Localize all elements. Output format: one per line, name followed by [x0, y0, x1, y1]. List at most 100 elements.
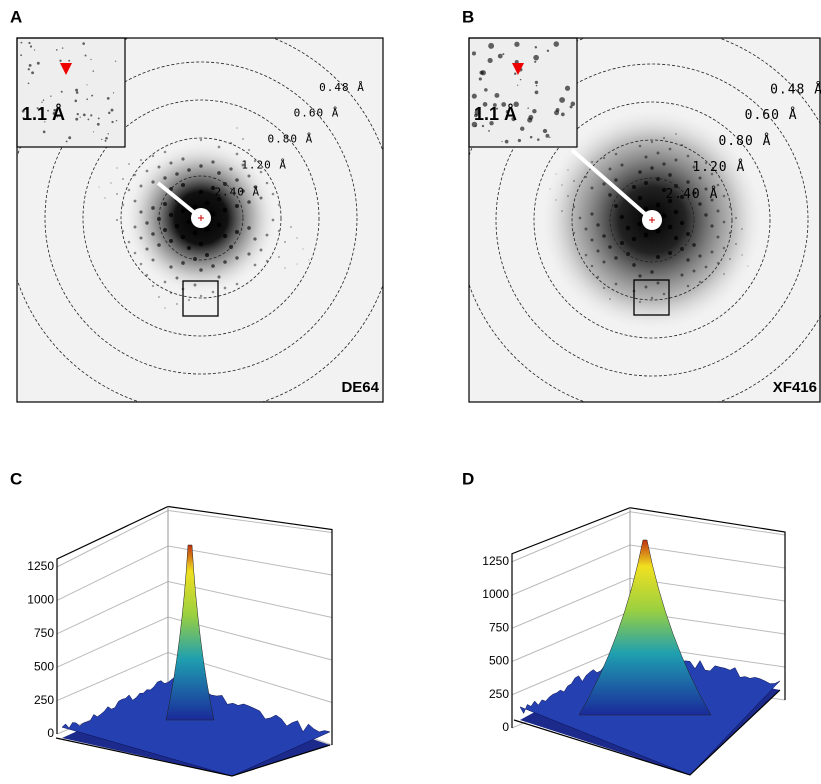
inset-noise: [21, 109, 25, 113]
bragg-spot: [596, 223, 600, 227]
beam-center: [649, 217, 655, 223]
bragg-spot: [674, 132, 678, 136]
bragg-spot: [643, 232, 649, 238]
z-tick-label: 750: [489, 620, 509, 634]
bragg-spot: [186, 219, 192, 225]
bragg-spot: [704, 161, 708, 165]
bragg-spot: [247, 174, 251, 178]
inset-noise: [501, 140, 503, 143]
bragg-spot: [741, 228, 743, 230]
bragg-spot: [680, 273, 684, 277]
region-box: [182, 280, 219, 317]
bragg-spot: [145, 247, 149, 251]
ring-label: 2.40 Å: [665, 186, 718, 202]
bragg-spot: [650, 166, 654, 170]
inset-arrow: [60, 63, 72, 75]
bragg-spot: [613, 203, 619, 209]
beam-center: [198, 215, 204, 221]
bragg-spot: [620, 163, 624, 167]
bragg-spot: [638, 170, 642, 174]
bragg-spot: [247, 226, 251, 230]
inset-noise: [76, 113, 79, 116]
bragg-spot: [247, 200, 251, 204]
bragg-spot: [259, 248, 263, 252]
beam-stop-arm: [570, 148, 654, 222]
bragg-spot: [216, 222, 222, 228]
inset-noise: [86, 84, 88, 86]
image-frame: [468, 37, 821, 403]
bragg-spot: [168, 212, 174, 218]
bragg-spot: [296, 237, 298, 239]
bragg-spot: [704, 265, 708, 269]
inset-noise: [478, 77, 482, 81]
bragg-spot: [253, 185, 257, 189]
inset-noise: [545, 133, 550, 138]
bragg-spot: [296, 263, 298, 265]
bragg-spot: [710, 224, 714, 228]
bragg-spot: [602, 182, 606, 186]
bragg-spot: [655, 202, 661, 208]
bragg-spot: [104, 197, 106, 199]
inset-noise: [519, 78, 522, 81]
bragg-spot: [290, 226, 292, 228]
bragg-spot: [271, 218, 275, 222]
bragg-spot: [704, 187, 708, 191]
resolution-ring: [158, 175, 244, 261]
inset-noise: [520, 126, 525, 131]
bragg-spot: [217, 275, 221, 279]
inset-noise: [28, 64, 32, 67]
inset-label: 1.1 Å: [22, 104, 65, 124]
bragg-spot: [578, 216, 582, 220]
bragg-spot: [656, 151, 660, 155]
bragg-spot: [192, 204, 198, 210]
inset-noise: [92, 70, 95, 72]
bragg-spot: [747, 265, 749, 267]
bragg-spot: [704, 213, 708, 217]
bragg-spot: [169, 161, 173, 165]
bragg-spot: [638, 274, 642, 278]
bragg-spot: [151, 206, 155, 210]
bragg-spot: [734, 216, 738, 220]
inset-noise: [537, 138, 540, 141]
inset-noise: [112, 92, 115, 94]
inset-noise: [101, 138, 103, 141]
bragg-spot: [216, 196, 222, 202]
bragg-spot: [638, 300, 642, 304]
resolution-ring: [495, 63, 809, 377]
inset-noise: [487, 57, 493, 64]
bragg-spot: [590, 212, 594, 216]
bragg-spot: [302, 248, 304, 250]
bragg-spot: [698, 254, 702, 258]
inset-noise: [505, 110, 509, 114]
bragg-spot: [590, 264, 594, 268]
inset-noise: [20, 41, 23, 44]
bragg-spot: [204, 252, 210, 258]
bragg-spot: [110, 182, 112, 184]
grid-line: [56, 509, 333, 568]
resolution-ring: [571, 139, 733, 301]
inset-noise: [527, 117, 533, 123]
bragg-spot: [283, 240, 287, 244]
ring-label: 0.48 Å: [319, 81, 365, 94]
bragg-spot: [710, 198, 714, 202]
bragg-spot: [204, 226, 210, 232]
bragg-spot: [614, 152, 618, 156]
bragg-spot: [139, 210, 143, 214]
bragg-spot: [157, 165, 161, 169]
bragg-spot: [668, 147, 672, 151]
inset-noise: [494, 93, 500, 98]
bragg-spot: [685, 231, 691, 237]
bragg-spot: [157, 243, 161, 247]
inset-noise: [501, 102, 507, 107]
bragg-spot: [561, 210, 563, 212]
bragg-spot: [139, 184, 143, 188]
bragg-spot: [127, 188, 131, 192]
bragg-spot: [656, 281, 660, 285]
bragg-spot: [180, 182, 186, 188]
ring-label: 2.40 Å: [214, 186, 260, 199]
bragg-spot: [235, 152, 239, 156]
inset-noise: [27, 82, 30, 85]
bragg-spot: [175, 302, 179, 306]
bragg-spot: [217, 171, 221, 175]
bragg-spot: [608, 193, 612, 197]
